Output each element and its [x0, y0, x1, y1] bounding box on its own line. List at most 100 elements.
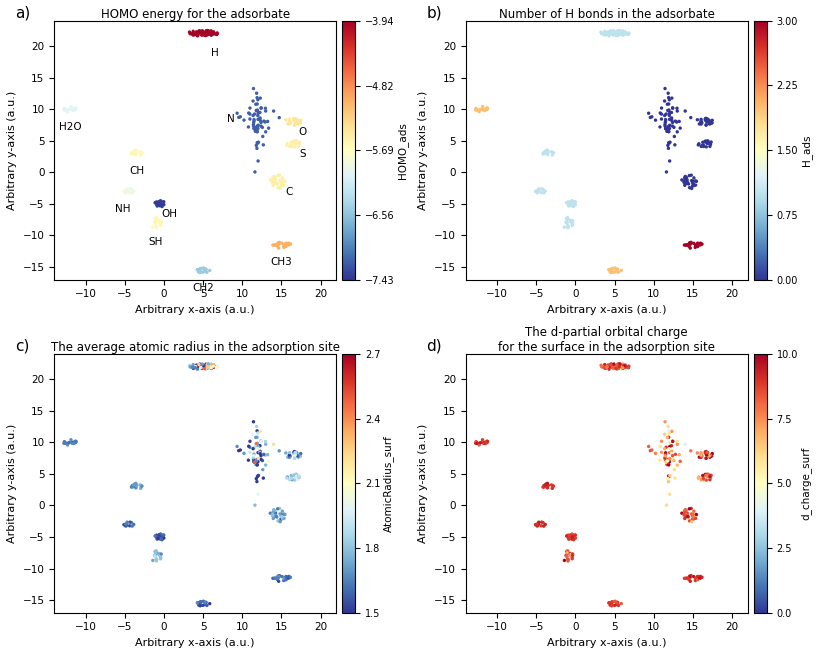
- Point: [662, 460, 675, 470]
- Point: [157, 200, 170, 210]
- Point: [683, 182, 696, 193]
- Point: [254, 107, 267, 118]
- Point: [684, 576, 697, 586]
- Point: [149, 551, 162, 561]
- Point: [701, 471, 714, 481]
- Point: [201, 362, 214, 372]
- Point: [283, 572, 296, 583]
- Point: [658, 117, 672, 128]
- Point: [281, 573, 294, 584]
- Point: [125, 517, 138, 528]
- Point: [276, 180, 289, 191]
- Point: [65, 105, 79, 115]
- Point: [659, 449, 672, 459]
- Point: [154, 196, 167, 206]
- Point: [678, 573, 691, 584]
- Point: [243, 447, 256, 457]
- Point: [699, 470, 712, 481]
- Point: [273, 503, 286, 514]
- Point: [560, 551, 573, 561]
- Point: [151, 200, 164, 210]
- Point: [654, 455, 667, 466]
- Text: OH: OH: [161, 209, 178, 219]
- Point: [537, 149, 550, 159]
- Point: [532, 185, 545, 196]
- Point: [693, 240, 706, 250]
- Point: [689, 242, 702, 253]
- Point: [247, 119, 260, 130]
- Point: [566, 529, 579, 540]
- Point: [289, 447, 302, 458]
- Point: [248, 447, 261, 458]
- Point: [277, 240, 290, 250]
- Point: [470, 104, 483, 115]
- Point: [565, 198, 578, 208]
- Point: [561, 212, 574, 223]
- Point: [251, 138, 264, 148]
- Point: [285, 473, 299, 483]
- Point: [194, 267, 207, 278]
- Point: [683, 515, 696, 526]
- Point: [616, 359, 629, 369]
- Point: [605, 29, 618, 39]
- Text: d): d): [426, 339, 442, 354]
- Point: [600, 362, 613, 373]
- Point: [693, 119, 706, 129]
- Text: a): a): [15, 5, 30, 20]
- Point: [204, 28, 217, 38]
- Point: [600, 29, 613, 40]
- Point: [700, 115, 713, 125]
- Point: [251, 108, 264, 119]
- Point: [683, 504, 696, 514]
- Point: [658, 110, 672, 121]
- Point: [680, 172, 693, 183]
- Point: [251, 105, 264, 115]
- Point: [190, 361, 203, 371]
- Point: [666, 121, 679, 132]
- Point: [613, 358, 626, 369]
- Point: [694, 452, 708, 462]
- Point: [120, 517, 133, 527]
- Point: [187, 363, 200, 373]
- Point: [149, 198, 162, 208]
- Point: [532, 519, 545, 529]
- Point: [200, 29, 213, 40]
- Point: [292, 474, 305, 485]
- Point: [283, 447, 296, 458]
- Point: [659, 457, 672, 467]
- Point: [287, 114, 300, 124]
- Point: [247, 449, 260, 459]
- Point: [184, 362, 197, 372]
- Point: [603, 264, 616, 274]
- Point: [694, 572, 708, 583]
- Point: [558, 222, 571, 233]
- Point: [193, 266, 206, 276]
- Point: [133, 147, 146, 157]
- Point: [202, 26, 215, 36]
- Point: [126, 481, 139, 491]
- Point: [200, 26, 213, 36]
- Point: [703, 451, 716, 461]
- Point: [537, 187, 551, 198]
- Point: [288, 453, 301, 463]
- Point: [69, 436, 82, 447]
- Point: [605, 597, 618, 607]
- Point: [685, 183, 699, 194]
- Point: [692, 139, 705, 149]
- Point: [683, 238, 696, 248]
- Point: [622, 29, 635, 39]
- Point: [663, 108, 676, 119]
- Point: [119, 519, 133, 529]
- Point: [199, 597, 212, 607]
- Point: [252, 470, 265, 481]
- Point: [618, 29, 631, 39]
- Point: [272, 571, 285, 582]
- Point: [678, 180, 691, 191]
- Point: [674, 456, 687, 466]
- Point: [696, 137, 709, 147]
- Point: [476, 102, 489, 112]
- Point: [157, 530, 170, 540]
- Point: [68, 104, 81, 115]
- Point: [680, 512, 693, 522]
- Point: [539, 148, 552, 159]
